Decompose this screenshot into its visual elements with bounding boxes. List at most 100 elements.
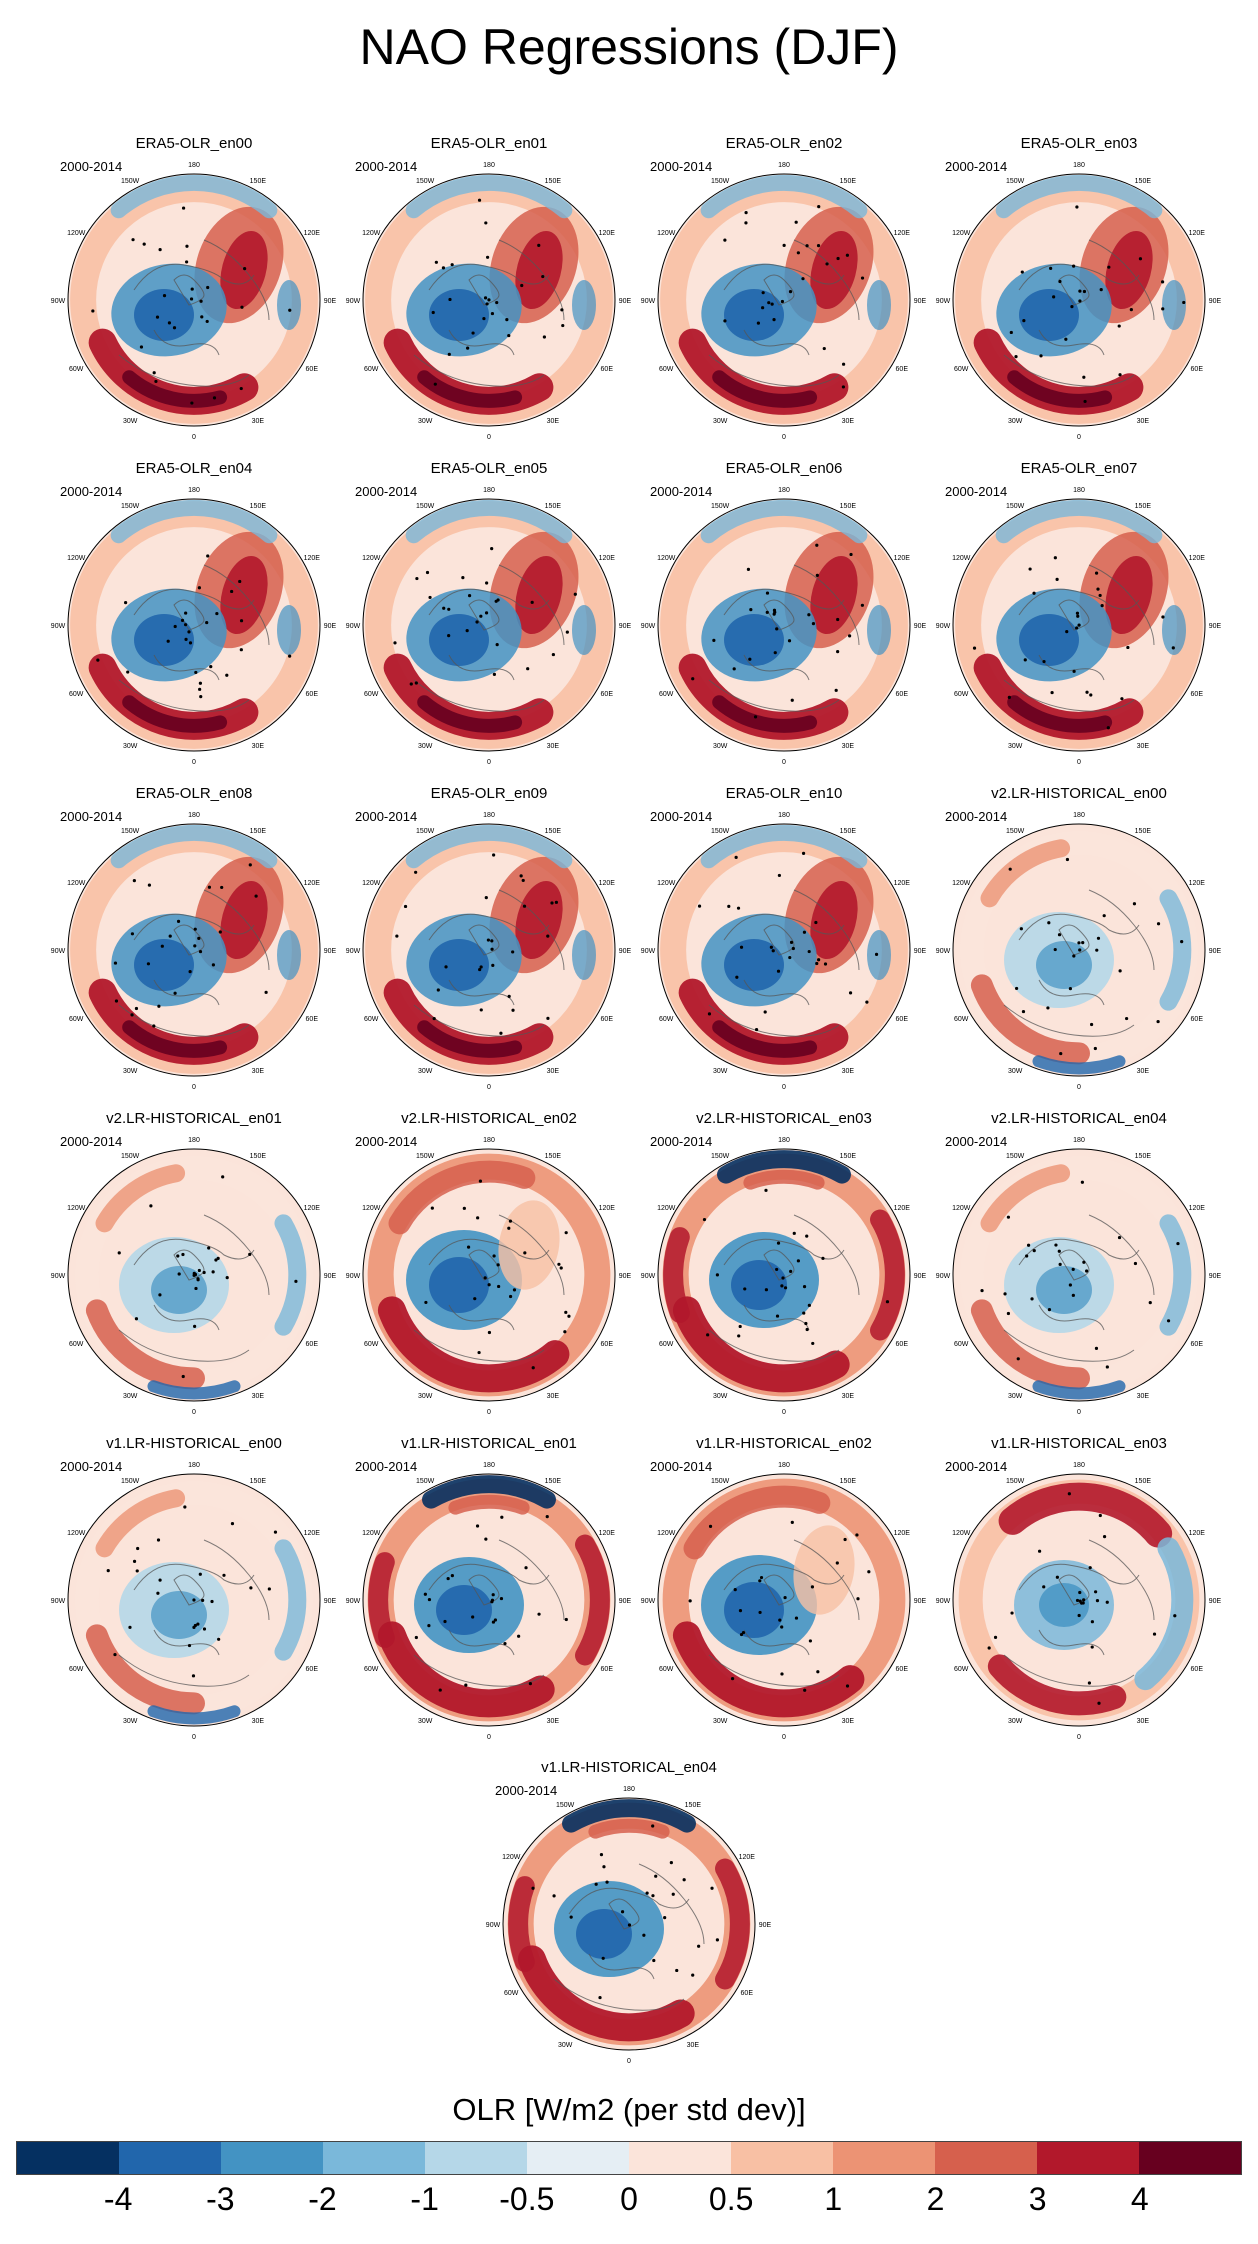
longitude-label: 180 [1073,1137,1085,1144]
map-panel: ERA5-OLR_en10 2000-2014 180 150E 120E 90E 60E 3… [634,785,934,1095]
longitude-label: 60E [306,1016,319,1023]
longitude-label: 60W [364,1666,379,1673]
longitude-label: 150E [250,828,267,835]
longitude-label: 90E [914,623,927,630]
longitude-label: 180 [1073,812,1085,819]
map-boundary [502,1797,756,2051]
map-boundary [362,173,616,427]
panel-title: ERA5-OLR_en06 [725,460,843,477]
longitude-label: 30W [123,1393,138,1400]
longitude-label: 60E [896,1666,909,1673]
longitude-label: 60W [659,1341,674,1348]
polar-map: 180 150E 120E 90E 60E 30E 0 30W 60W 90W 120W 150W [346,812,632,1091]
anomaly-field [658,1149,910,1401]
longitude-label: 120E [1189,230,1206,237]
longitude-label: 60E [896,691,909,698]
longitude-label: 120W [362,1205,381,1212]
longitude-label: 90W [346,623,361,630]
longitude-label: 120E [894,880,911,887]
longitude-label: 60W [504,1990,519,1997]
map-panel: ERA5-OLR_en09 2000-2014 180 150E 120E 90E 60E 3… [339,785,639,1095]
longitude-label: 120W [502,1854,521,1861]
panel-period: 2000-2014 [60,1134,123,1149]
longitude-label: 30W [1008,743,1023,750]
anomaly-field [658,499,910,751]
longitude-label: 150E [840,1478,857,1485]
longitude-label: 180 [483,1462,495,1469]
polar-map: 180 150E 120E 90E 60E 30E 0 30W 60W 90W 120W 150W [641,1137,927,1416]
longitude-label: 90W [936,1598,951,1605]
longitude-label: 120E [599,555,616,562]
polar-map: 180 150E 120E 90E 60E 30E 0 30W 60W 90W 120W 150W [936,162,1222,441]
polar-map: 180 150E 120E 90E 60E 30E 0 30W 60W 90W 120W 150W [51,162,337,441]
longitude-label: 120E [599,880,616,887]
longitude-label: 180 [623,1786,635,1793]
longitude-label: 120E [1189,880,1206,887]
longitude-label: 120W [67,555,86,562]
map-boundary [952,498,1206,752]
map-panel: ERA5-OLR_en05 2000-2014 180 150E 120E 90E 60E 3… [339,460,639,770]
longitude-label: 120W [362,880,381,887]
colorbar-segment [833,2142,935,2174]
longitude-label: 150W [711,828,730,835]
longitude-label: 150W [121,828,140,835]
longitude-label: 150W [416,1153,435,1160]
longitude-label: 30W [418,743,433,750]
longitude-label: 120E [599,230,616,237]
longitude-label: 180 [778,487,790,494]
longitude-label: 0 [487,1084,491,1091]
anomaly-field [658,824,910,1076]
colorbar-segment [425,2142,527,2174]
longitude-label: 30W [418,418,433,425]
longitude-label: 90W [51,1273,66,1280]
panel-period: 2000-2014 [650,484,713,499]
polar-map: 180 150E 120E 90E 60E 30E 0 30W 60W 90W 120W 150W [641,162,927,441]
longitude-label: 90W [936,948,951,955]
map-boundary [657,823,911,1077]
polar-map: 180 150E 120E 90E 60E 30E 0 30W 60W 90W 120W 150W [51,1462,337,1741]
longitude-label: 180 [483,162,495,169]
longitude-label: 90E [324,298,337,305]
longitude-label: 150E [1135,1153,1152,1160]
longitude-label: 90E [619,298,632,305]
longitude-label: 60W [364,1341,379,1348]
longitude-label: 30E [842,1068,855,1075]
longitude-label: 150E [545,178,562,185]
panel-title: v1.LR-HISTORICAL_en01 [401,1435,577,1452]
longitude-label: 0 [1077,1734,1081,1741]
map-boundary [952,823,1206,1077]
longitude-label: 180 [778,1137,790,1144]
panel-title: ERA5-OLR_en04 [135,460,253,477]
map-boundary [952,1473,1206,1727]
panel-period: 2000-2014 [650,1134,713,1149]
longitude-label: 120E [739,1854,756,1861]
panel-period: 2000-2014 [60,484,123,499]
panel-period: 2000-2014 [355,809,418,824]
longitude-label: 180 [188,162,200,169]
polar-map: 180 150E 120E 90E 60E 30E 0 30W 60W 90W 120W 150W [641,812,927,1091]
panel-title: v1.LR-HISTORICAL_en02 [696,1435,872,1452]
colorbar-title: OLR [W/m2 (per std dev)] [452,2092,806,2127]
longitude-label: 0 [782,759,786,766]
polar-map: 180 150E 120E 90E 60E 30E 0 30W 60W 90W 120W 150W [346,162,632,441]
longitude-label: 90W [641,623,656,630]
longitude-label: 150E [250,503,267,510]
panel-period: 2000-2014 [650,159,713,174]
longitude-label: 90E [619,623,632,630]
longitude-label: 150W [121,178,140,185]
longitude-label: 120W [952,880,971,887]
longitude-label: 150E [840,1153,857,1160]
longitude-label: 150E [840,828,857,835]
longitude-label: 120E [1189,555,1206,562]
longitude-label: 120E [304,1205,321,1212]
longitude-label: 150W [1006,503,1025,510]
longitude-label: 30W [418,1393,433,1400]
longitude-label: 120E [599,1530,616,1537]
longitude-label: 30W [713,1068,728,1075]
longitude-label: 60E [306,366,319,373]
longitude-label: 30E [547,1068,560,1075]
longitude-label: 120E [304,1530,321,1537]
longitude-label: 90W [936,623,951,630]
longitude-label: 30W [123,743,138,750]
longitude-label: 30E [842,418,855,425]
